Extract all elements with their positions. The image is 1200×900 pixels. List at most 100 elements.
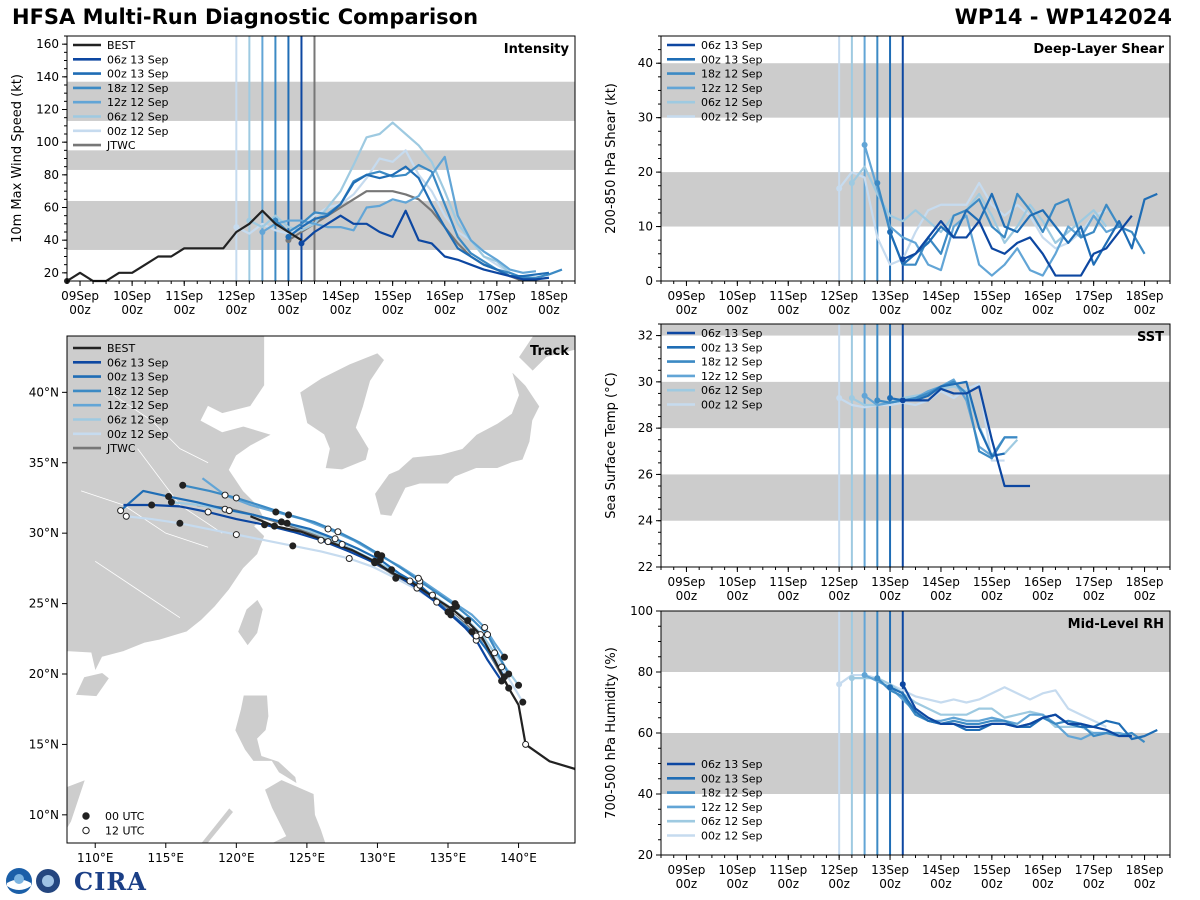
- fix-00utc: [283, 519, 291, 527]
- x-tick-date: 11Sep: [769, 289, 807, 303]
- series-12z-12-sep: [863, 144, 1120, 277]
- fix-00utc: [272, 508, 280, 516]
- fix-12utc: [414, 574, 422, 582]
- init-point-12z-12-sep: [259, 229, 266, 235]
- province-border: [95, 561, 181, 618]
- hainan: [74, 672, 110, 697]
- x-tick-hour: 00z: [777, 303, 799, 317]
- province-border: [137, 448, 223, 534]
- y-tick-label: 160: [36, 37, 59, 51]
- x-tick-hour: 00z: [434, 303, 456, 317]
- y-axis-label: Sea Surface Temp (°C): [604, 372, 619, 519]
- fix-12utc: [204, 508, 212, 516]
- x-tick-date: 11Sep: [165, 289, 203, 303]
- lon-tick-label: 130°E: [359, 851, 396, 865]
- series-18z-12-sep: [876, 182, 1146, 266]
- shading-band: [661, 474, 1170, 521]
- vietnam-coast: [67, 778, 86, 830]
- y-tick-label: 40: [638, 56, 653, 70]
- fix-12utc: [225, 507, 233, 515]
- y-tick-label: 10: [638, 220, 653, 234]
- y-tick-label: 20: [638, 848, 653, 862]
- track-00z-13-sep: [119, 489, 506, 678]
- x-tick-date: 17Sep: [478, 289, 516, 303]
- fix-12utc: [338, 540, 346, 548]
- lat-tick-label: 40°N: [29, 385, 59, 399]
- y-tick-label: 60: [44, 201, 59, 215]
- x-tick-hour: 00z: [1083, 589, 1105, 603]
- shading-band: [661, 63, 1170, 118]
- fix-00utc: [261, 521, 269, 529]
- legend-label: 18z 12 Sep: [701, 68, 763, 81]
- legend-label: 00z 13 Sep: [701, 53, 763, 66]
- fix-12utc: [345, 555, 353, 563]
- legend-label: 12z 12 Sep: [701, 82, 763, 95]
- shading-band: [661, 611, 1170, 672]
- legend-label: 06z 12 Sep: [107, 414, 169, 427]
- luzon: [234, 694, 298, 785]
- legend-label: 06z 12 Sep: [107, 111, 169, 124]
- lon-tick-label: 110°E: [77, 851, 114, 865]
- x-tick-hour: 00z: [1032, 589, 1054, 603]
- x-tick-date: 10Sep: [113, 289, 151, 303]
- legend-label: 00z 12 Sep: [701, 399, 763, 412]
- init-point-18z-12-sep: [874, 397, 881, 404]
- init-point-12z-12-sep: [861, 672, 868, 679]
- x-tick-date: 10Sep: [718, 289, 756, 303]
- x-tick-hour: 00z: [777, 589, 799, 603]
- shading-band: [661, 324, 1170, 336]
- y-tick-label: 24: [638, 514, 653, 528]
- fix-12utc: [122, 512, 130, 520]
- legend-label: 06z 13 Sep: [701, 758, 763, 771]
- legend-label: 00z 13 Sep: [107, 371, 169, 384]
- fix-12utc: [331, 535, 339, 543]
- panel-rh: 2040608010009Sep00z10Sep00z11Sep00z12Sep…: [604, 604, 1171, 891]
- x-tick-hour: 00z: [1134, 877, 1156, 891]
- x-tick-date: 13Sep: [871, 289, 909, 303]
- panel-intensity: 2040608010012014016009Sep00z10Sep00z11Se…: [10, 35, 576, 317]
- legend-label: 12z 12 Sep: [107, 399, 169, 412]
- panel-title: Intensity: [504, 42, 570, 57]
- legend-label: 12z 12 Sep: [701, 801, 763, 814]
- legend-label: 00z 12 Sep: [107, 125, 169, 138]
- lat-tick-label: 20°N: [29, 667, 59, 681]
- y-tick-label: 100: [630, 604, 653, 618]
- y-tick-label: 140: [36, 70, 59, 84]
- x-tick-date: 17Sep: [1075, 289, 1113, 303]
- fix-00utc: [165, 493, 173, 501]
- series-18z-12-sep: [274, 163, 563, 279]
- fix-00utc: [505, 670, 513, 678]
- x-tick-date: 14Sep: [922, 289, 960, 303]
- y-axis-label: 700-500 hPa Humidity (%): [604, 647, 619, 819]
- legend-label: 06z 12 Sep: [701, 815, 763, 828]
- noaa-logo-icon: [6, 868, 60, 894]
- y-tick-label: 20: [44, 266, 59, 280]
- lon-tick-label: 115°E: [148, 851, 185, 865]
- fix-12utc: [491, 649, 499, 657]
- y-tick-label: 20: [638, 165, 653, 179]
- storm-id: WP14 - WP142024: [954, 5, 1172, 29]
- x-tick-date: 13Sep: [269, 289, 307, 303]
- fix-00utc: [179, 481, 187, 489]
- fix-00utc: [451, 600, 459, 608]
- x-tick-hour: 00z: [330, 303, 352, 317]
- palawan: [200, 807, 235, 843]
- legend-label: 12z 12 Sep: [107, 96, 169, 109]
- legend-label: 00z 12 Sep: [107, 428, 169, 441]
- y-tick-label: 80: [44, 168, 59, 182]
- panel-shear: 01020304009Sep00z10Sep00z11Sep00z12Sep00…: [604, 35, 1171, 317]
- init-point-06z-13-sep: [899, 256, 906, 263]
- init-point-18z-12-sep: [874, 675, 881, 682]
- x-tick-date: 17Sep: [1075, 575, 1113, 589]
- fix-00utc: [500, 653, 508, 661]
- panel-title: Track: [530, 344, 569, 359]
- x-tick-date: 15Sep: [973, 863, 1011, 877]
- init-point-00z-12-sep: [836, 681, 843, 688]
- x-tick-date: 15Sep: [973, 575, 1011, 589]
- fix-00utc: [505, 684, 513, 692]
- x-tick-hour: 00z: [828, 877, 850, 891]
- y-tick-label: 120: [36, 103, 59, 117]
- x-tick-date: 11Sep: [769, 575, 807, 589]
- fix-00utc: [444, 608, 452, 616]
- fix-12utc: [428, 591, 436, 599]
